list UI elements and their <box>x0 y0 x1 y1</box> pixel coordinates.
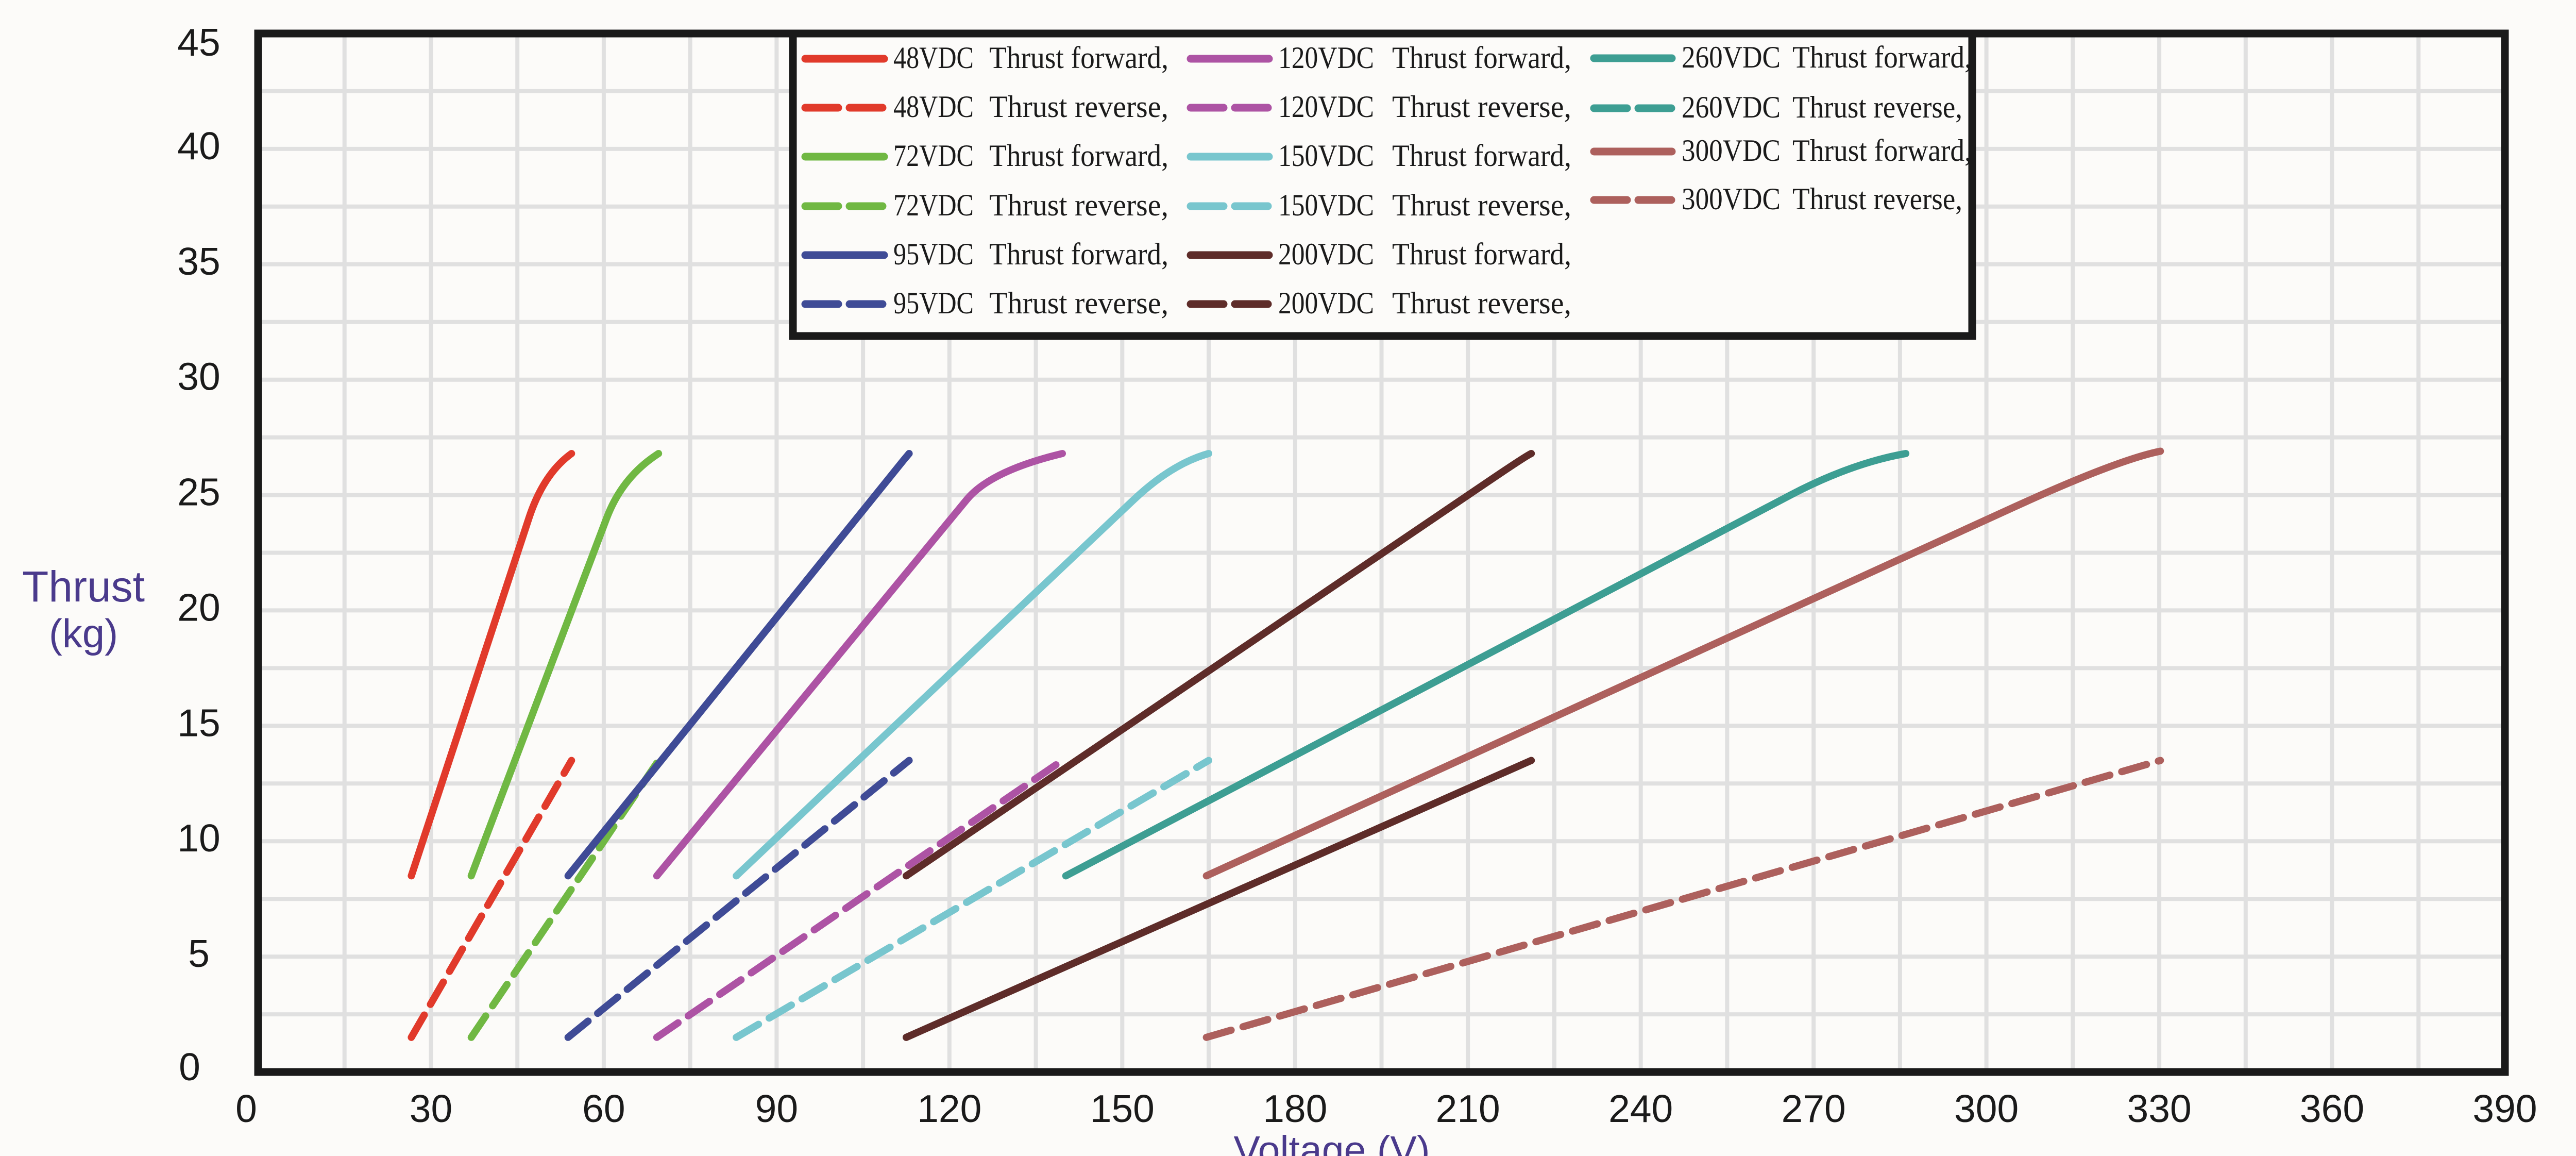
svg-text:Thrust forward,: Thrust forward, <box>989 41 1168 75</box>
svg-text:Thrust reverse,: Thrust reverse, <box>1392 188 1571 222</box>
svg-text:0: 0 <box>235 1087 257 1130</box>
svg-text:120VDC: 120VDC <box>1278 90 1374 124</box>
svg-text:Thrust forward,: Thrust forward, <box>1392 237 1571 271</box>
svg-text:210: 210 <box>1436 1087 1500 1130</box>
svg-text:30: 30 <box>177 355 220 398</box>
svg-text:150: 150 <box>1090 1087 1155 1130</box>
svg-text:Thrust reverse,: Thrust reverse, <box>1392 286 1571 320</box>
svg-text:150VDC: 150VDC <box>1278 139 1374 173</box>
svg-text:120VDC: 120VDC <box>1278 41 1374 75</box>
svg-text:240: 240 <box>1608 1087 1673 1130</box>
svg-text:Thrust reverse,: Thrust reverse, <box>989 286 1168 320</box>
svg-text:30: 30 <box>410 1087 452 1130</box>
svg-text:95VDC: 95VDC <box>893 286 974 320</box>
svg-text:(kg): (kg) <box>49 611 118 656</box>
svg-text:48VDC: 48VDC <box>893 90 974 124</box>
svg-text:150VDC: 150VDC <box>1278 188 1374 222</box>
svg-text:72VDC: 72VDC <box>893 139 974 173</box>
svg-text:25: 25 <box>177 471 220 514</box>
svg-text:390: 390 <box>2472 1087 2537 1130</box>
svg-text:10: 10 <box>177 816 220 860</box>
svg-text:200VDC: 200VDC <box>1278 286 1374 320</box>
svg-text:Thrust reverse,: Thrust reverse, <box>989 188 1168 222</box>
svg-text:48VDC: 48VDC <box>893 41 974 75</box>
svg-text:180: 180 <box>1263 1087 1327 1130</box>
svg-text:300VDC: 300VDC <box>1682 133 1781 167</box>
svg-text:0: 0 <box>179 1045 200 1088</box>
svg-text:95VDC: 95VDC <box>893 237 974 271</box>
svg-text:360: 360 <box>2300 1087 2364 1130</box>
svg-text:Thrust forward,: Thrust forward, <box>1792 133 1972 167</box>
svg-text:200VDC: 200VDC <box>1278 237 1374 271</box>
svg-text:Thrust reverse,: Thrust reverse, <box>1792 90 1962 124</box>
svg-text:Thrust: Thrust <box>22 562 145 611</box>
svg-text:5: 5 <box>188 932 210 975</box>
svg-text:Voltage (V): Voltage (V) <box>1234 1128 1430 1156</box>
svg-text:Thrust forward,: Thrust forward, <box>1392 41 1571 75</box>
svg-text:45: 45 <box>177 21 220 64</box>
svg-text:Thrust forward,: Thrust forward, <box>989 139 1168 173</box>
svg-text:260VDC: 260VDC <box>1682 90 1781 124</box>
svg-text:Thrust forward,: Thrust forward, <box>1792 40 1972 74</box>
svg-text:35: 35 <box>177 240 220 283</box>
svg-text:90: 90 <box>755 1087 798 1130</box>
svg-text:Thrust reverse,: Thrust reverse, <box>1392 90 1571 124</box>
svg-text:300VDC: 300VDC <box>1682 182 1781 216</box>
svg-text:Thrust forward,: Thrust forward, <box>989 237 1168 271</box>
svg-text:60: 60 <box>582 1087 625 1130</box>
svg-text:120: 120 <box>917 1087 981 1130</box>
svg-text:40: 40 <box>177 124 220 167</box>
svg-text:270: 270 <box>1782 1087 1846 1130</box>
svg-text:300: 300 <box>1954 1087 2019 1130</box>
svg-text:260VDC: 260VDC <box>1682 40 1781 74</box>
svg-text:Thrust forward,: Thrust forward, <box>1392 139 1571 173</box>
svg-text:15: 15 <box>177 701 220 744</box>
svg-text:72VDC: 72VDC <box>893 188 974 222</box>
svg-text:Thrust reverse,: Thrust reverse, <box>989 90 1168 124</box>
svg-text:20: 20 <box>177 585 220 629</box>
svg-text:Thrust reverse,: Thrust reverse, <box>1792 182 1962 216</box>
svg-text:330: 330 <box>2127 1087 2192 1130</box>
